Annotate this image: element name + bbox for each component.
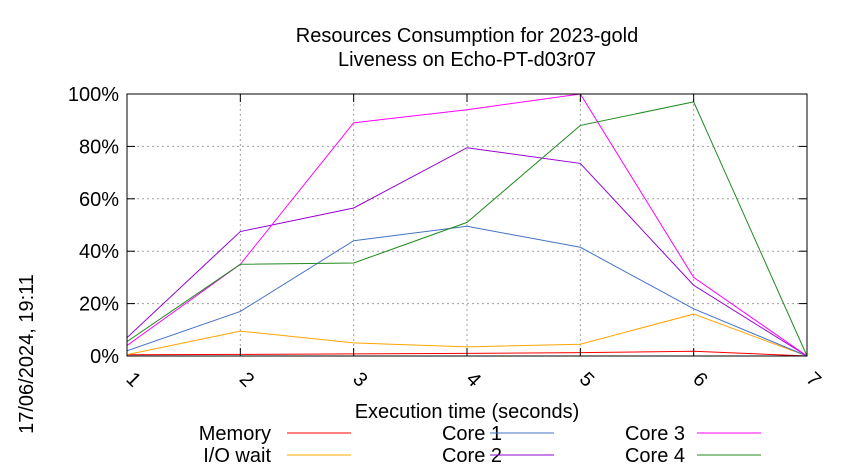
y-tick-label: 100% [68,84,119,106]
grid [127,94,807,356]
x-tick-label: 3 [348,368,371,391]
x-tick-label: 4 [462,368,485,391]
legend-label-memory: Memory [199,423,271,445]
chart-title: Resources Consumption for 2023-gold [296,25,638,47]
x-tick-label: 2 [235,368,258,391]
x-tick-label: 5 [575,368,598,391]
x-axis-title: Execution time (seconds) [355,401,580,423]
x-tick-label: 6 [688,368,711,391]
series-line-core-1 [126,225,808,357]
legend-label-core-4: Core 4 [625,445,685,467]
y-tick-label: 0% [90,346,119,368]
y-tick-label: 80% [79,136,119,158]
series-line-core-2 [126,147,808,357]
y-tick-label: 20% [79,294,119,316]
y-tick-label: 40% [79,241,119,263]
legend-label-core-1: Core 1 [442,423,502,445]
series-line-i-o-wait [126,313,808,357]
x-tick-label: 7 [802,368,825,391]
legend-label-i-o-wait: I/O wait [203,445,271,467]
chart-subtitle: Liveness on Echo-PT-d03r07 [338,49,596,71]
timestamp-label: 17/06/2024, 19:11 [16,274,38,434]
y-tick-label: 60% [79,189,119,211]
axis-ticks: 0% 20% 40% 60% 80% 100% 1 2 3 4 5 6 7 [68,84,825,391]
legend-label-core-3: Core 3 [625,423,685,445]
legend-label-core-2: Core 2 [442,445,502,467]
x-tick-label: 1 [122,368,145,391]
